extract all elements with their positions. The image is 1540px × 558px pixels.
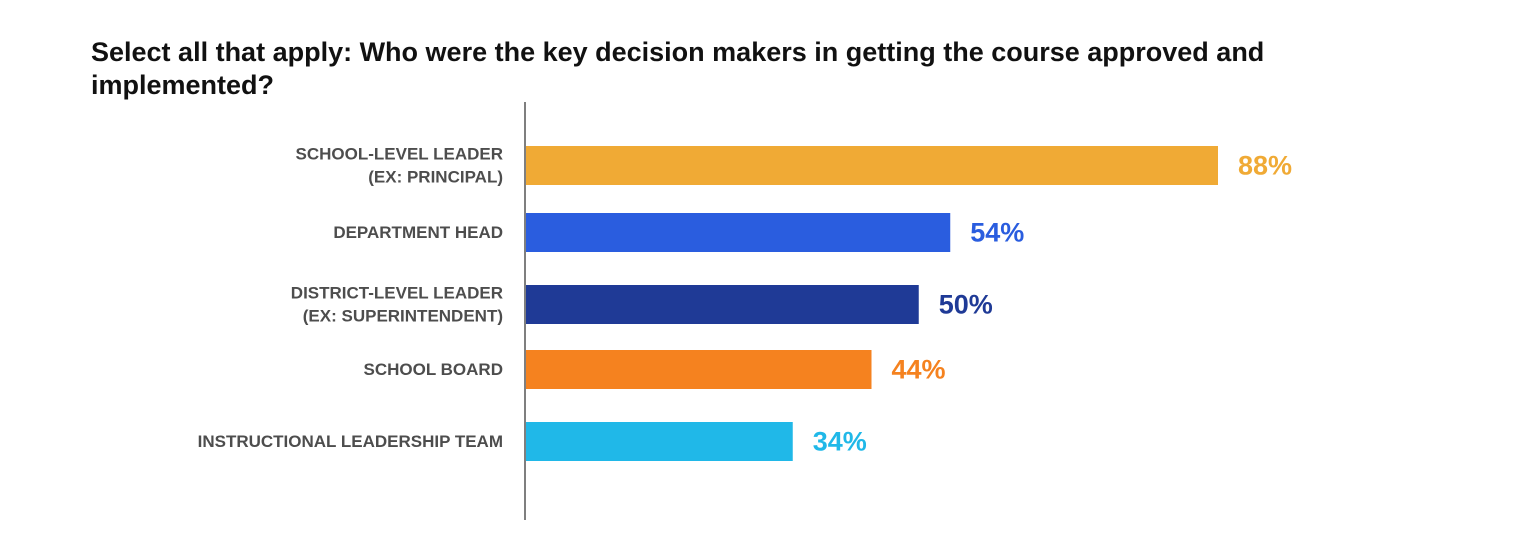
bars-group [525,146,1218,461]
category-label: INSTRUCTIONAL LEADERSHIP TEAM [198,432,503,451]
chart-title: Select all that apply: Who were the key … [91,37,1265,100]
bar [525,350,872,389]
value-label: 54% [970,218,1024,248]
category-label: SCHOOL-LEVEL LEADER [296,145,503,164]
category-label: (EX: SUPERINTENDENT) [303,307,503,326]
category-label: (EX: PRINCIPAL) [368,168,503,187]
category-label: DISTRICT-LEVEL LEADER [291,284,503,303]
value-labels-group: 88% 54% 50% 44% 34% [813,151,1292,457]
category-labels-group: SCHOOL-LEVEL LEADER (EX: PRINCIPAL) DEPART… [198,145,503,452]
bar [525,213,951,252]
bar [525,422,793,461]
value-label: 50% [939,290,993,320]
value-label: 44% [892,355,946,385]
bar [525,146,1218,185]
value-label: 34% [813,427,867,457]
category-label: SCHOOL BOARD [364,360,503,379]
bar [525,285,919,324]
value-label: 88% [1238,151,1292,181]
category-label: DEPARTMENT HEAD [333,223,503,242]
